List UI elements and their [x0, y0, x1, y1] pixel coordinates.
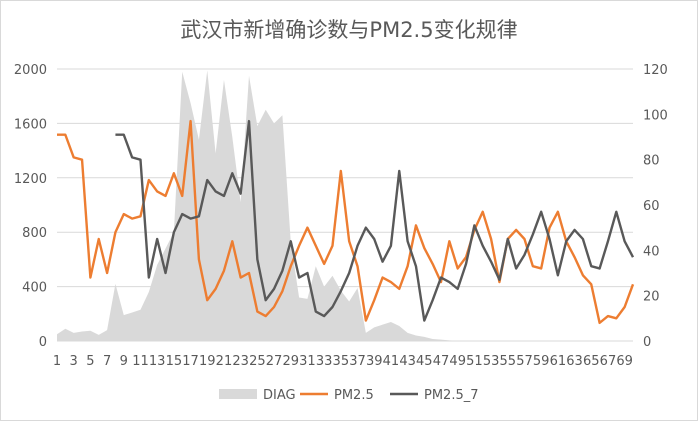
x-tick-label: 51 — [466, 354, 483, 369]
x-tick-label: 29 — [282, 354, 299, 369]
y-left-tick-label: 800 — [22, 226, 47, 241]
legend-swatch-diag — [219, 389, 257, 399]
legend-label: DIAG — [263, 388, 296, 403]
x-tick-label: 65 — [583, 354, 600, 369]
x-tick-label: 31 — [299, 354, 316, 369]
x-tick-label: 55 — [500, 354, 517, 369]
x-tick-label: 7 — [103, 354, 111, 369]
series-line-pm2-5-7 — [115, 119, 635, 322]
x-tick-label: 39 — [366, 354, 383, 369]
chart-title: 武汉市新增确诊数与PM2.5变化规律 — [180, 18, 517, 42]
y-left-tick-label: 0 — [39, 335, 47, 350]
gridlines — [57, 68, 633, 288]
x-tick-label: 13 — [149, 354, 166, 369]
x-tick-label: 61 — [550, 354, 567, 369]
legend-label: PM2.5_7 — [424, 388, 479, 403]
x-tick-label: 23 — [232, 354, 249, 369]
y-right-tick-label: 100 — [643, 108, 668, 123]
y-right-tick-label: 80 — [643, 154, 660, 169]
legend: DIAG PM2.5 PM2.5_7 — [219, 388, 479, 403]
y-right-tick-label: 40 — [643, 244, 660, 259]
x-tick-label: 53 — [483, 354, 500, 369]
x-tick-label: 21 — [216, 354, 233, 369]
x-tick-label: 11 — [132, 354, 149, 369]
x-tick-label: 57 — [516, 354, 533, 369]
y-left-tick-label: 2000 — [14, 63, 47, 78]
x-tick-label: 19 — [199, 354, 216, 369]
x-tick-label: 15 — [166, 354, 183, 369]
x-tick-label: 43 — [399, 354, 416, 369]
y-right-tick-label: 120 — [643, 63, 668, 78]
x-tick-label: 27 — [266, 354, 283, 369]
y-left-tick-label: 1600 — [14, 117, 47, 132]
x-tick-label: 47 — [433, 354, 450, 369]
y-right-tick-label: 20 — [643, 290, 660, 305]
x-tick-label: 17 — [182, 354, 199, 369]
x-tick-label: 33 — [316, 354, 333, 369]
x-tick-label: 37 — [349, 354, 366, 369]
x-tick-label: 1 — [53, 354, 61, 369]
line-layer — [57, 119, 635, 325]
x-tick-label: 9 — [120, 354, 128, 369]
legend-label: PM2.5 — [334, 388, 374, 403]
x-tick-label: 41 — [383, 354, 400, 369]
y-left-tick-label: 1200 — [14, 172, 47, 187]
x-tick-label: 49 — [449, 354, 466, 369]
x-tick-label: 45 — [416, 354, 433, 369]
x-tick-label: 5 — [86, 354, 94, 369]
series-line-pm2-5 — [57, 119, 635, 325]
x-tick-label: 59 — [533, 354, 550, 369]
y-left-tick-label: 400 — [22, 281, 47, 296]
y-right-tick-label: 0 — [643, 335, 651, 350]
x-tick-label: 25 — [249, 354, 266, 369]
x-tick-label: 67 — [600, 354, 617, 369]
x-tick-label: 69 — [616, 354, 633, 369]
x-tick-label: 63 — [566, 354, 583, 369]
y-right-tick-label: 60 — [643, 199, 660, 214]
x-tick-label: 3 — [70, 354, 78, 369]
x-tick-label: 35 — [333, 354, 350, 369]
